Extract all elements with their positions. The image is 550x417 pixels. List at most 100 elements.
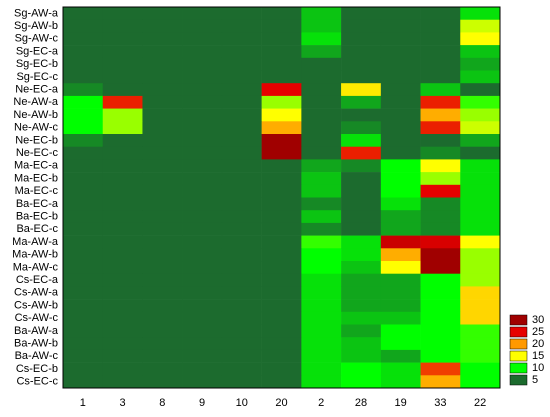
heatmap-cell — [380, 349, 421, 363]
x-tick-label: 19 — [395, 397, 407, 409]
heatmap-cell — [102, 108, 143, 122]
heatmap-cell — [102, 311, 143, 325]
heatmap-cell — [102, 337, 143, 351]
heatmap-cell — [341, 261, 382, 274]
y-tick-label: Ba-EC-c — [16, 223, 58, 235]
heatmap-cell — [182, 273, 223, 287]
heatmap-cell — [221, 222, 262, 236]
heatmap-cell — [142, 184, 183, 198]
heatmap-cell — [261, 19, 302, 33]
heatmap-cell — [301, 311, 342, 325]
heatmap-cell — [420, 261, 461, 274]
heatmap-cell — [341, 146, 382, 160]
y-tick-label: Ba-AW-c — [15, 350, 59, 362]
heatmap-cell — [380, 261, 421, 274]
heatmap-cell — [182, 7, 223, 20]
heatmap-cell — [460, 83, 501, 97]
heatmap-cell — [460, 197, 501, 211]
heatmap-cell — [221, 57, 262, 71]
heatmap-cell — [341, 235, 382, 249]
heatmap-cell — [301, 248, 342, 262]
heatmap-cell — [380, 57, 421, 71]
heatmap-cell — [102, 70, 143, 84]
heatmap-cell — [261, 45, 302, 59]
heatmap-cell — [221, 108, 262, 122]
heatmap-cell — [460, 248, 501, 262]
heatmap-cell — [221, 324, 262, 338]
heatmap-cell — [420, 362, 461, 376]
heatmap-cell — [102, 375, 143, 389]
heatmap-cell — [301, 32, 342, 46]
legend-label: 30 — [532, 314, 544, 326]
heatmap-cell — [102, 19, 143, 33]
heatmap-cell — [63, 261, 104, 274]
heatmap-cell — [221, 32, 262, 46]
heatmap-cell — [261, 134, 302, 147]
heatmap-cell — [341, 375, 382, 389]
heatmap-cell — [460, 311, 501, 325]
y-tick-label: Sg-EC-a — [16, 45, 59, 57]
y-tick-label: Cs-EC-a — [16, 274, 59, 286]
heatmap-cell — [341, 311, 382, 325]
heatmap-cell — [221, 95, 262, 109]
y-tick-label: Ma-EC-a — [14, 160, 59, 172]
heatmap-cell — [221, 248, 262, 262]
heatmap-cell — [460, 7, 501, 20]
heatmap-cell — [420, 311, 461, 325]
heatmap-cell — [420, 32, 461, 46]
x-tick-label: 1 — [80, 397, 86, 409]
x-tick-label: 2 — [318, 397, 324, 409]
heatmap-cell — [380, 197, 421, 211]
heatmap-cell — [63, 184, 104, 198]
heatmap-cell — [301, 159, 342, 173]
heatmap-cell — [221, 299, 262, 313]
heatmap-cell — [380, 210, 421, 224]
heatmap-cell — [380, 273, 421, 287]
heatmap-cell — [182, 210, 223, 224]
heatmap-cell — [63, 311, 104, 325]
heatmap-cell — [420, 108, 461, 122]
heatmap-cell — [102, 146, 143, 160]
heatmap-cell — [102, 184, 143, 198]
heatmap-cell — [380, 45, 421, 59]
heatmap-cell — [142, 273, 183, 287]
plot-frame — [62, 6, 501, 389]
heatmap-cell — [420, 134, 461, 147]
heatmap-cell — [221, 172, 262, 186]
heatmap-cell — [301, 108, 342, 122]
heatmap-cell — [460, 45, 501, 59]
heatmap-cell — [102, 210, 143, 224]
y-tick-label: Ma-EC-b — [14, 172, 58, 184]
heatmap-cell — [182, 261, 223, 274]
heatmap-cell — [301, 19, 342, 33]
heatmap-cell — [221, 45, 262, 59]
heatmap-cell — [142, 375, 183, 389]
heatmap-cell — [63, 210, 104, 224]
heatmap-cell — [341, 121, 382, 135]
heatmap-cell — [261, 362, 302, 376]
heatmap-cell — [221, 146, 262, 160]
heatmap-cell — [301, 184, 342, 198]
heatmap-cell — [460, 375, 501, 389]
heatmap-cell — [142, 311, 183, 325]
heatmap-cell — [182, 70, 223, 84]
heatmap-cell — [63, 70, 104, 84]
heatmap-cell — [182, 248, 223, 262]
heatmap-cell — [221, 337, 262, 351]
heatmap-cell — [460, 349, 501, 363]
heatmap-cell — [102, 299, 143, 313]
y-tick-label: Ba-AW-b — [14, 337, 58, 349]
x-tick-label: 20 — [275, 397, 287, 409]
heatmap-cell — [341, 337, 382, 351]
y-tick-label: Cs-EC-b — [16, 363, 58, 375]
heatmap-cell — [221, 70, 262, 84]
y-tick-label: Ne-EC-b — [15, 134, 58, 146]
heatmap-cell — [301, 349, 342, 363]
heatmap-cell — [460, 184, 501, 198]
heatmap-cell — [142, 45, 183, 59]
heatmap-cell — [221, 83, 262, 97]
heatmap-cell — [63, 83, 104, 97]
heatmap-cell — [63, 273, 104, 287]
heatmap-cell — [420, 222, 461, 236]
y-tick-label: Sg-EC-c — [16, 71, 58, 83]
